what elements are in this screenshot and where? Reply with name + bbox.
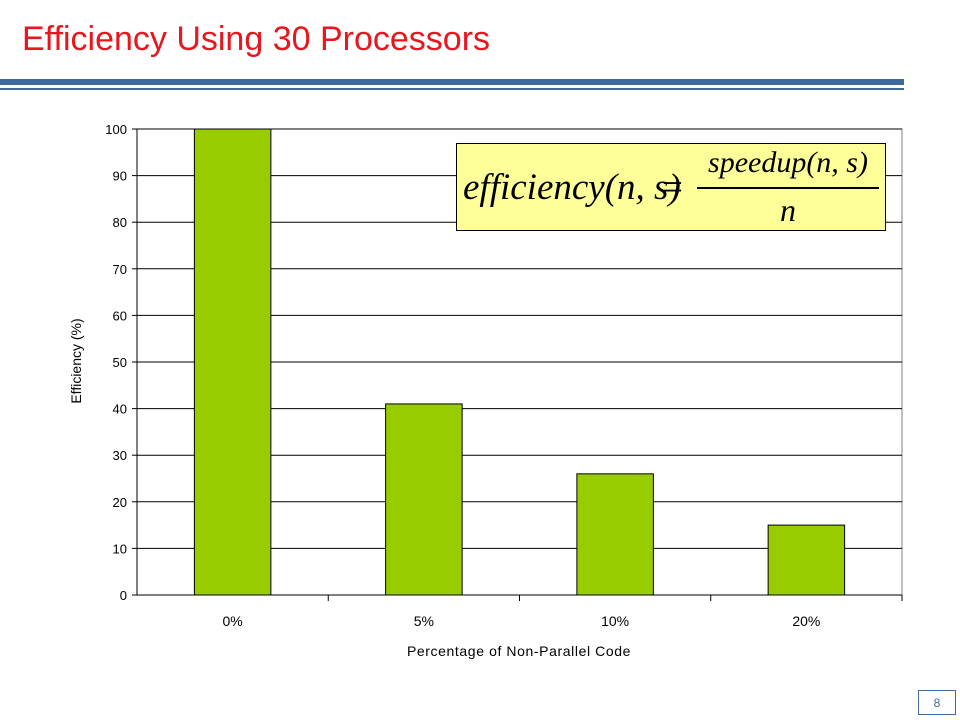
y-tick-label: 80 [113, 215, 127, 230]
y-tick-label: 20 [113, 495, 127, 510]
y-tick-label: 70 [113, 262, 127, 277]
x-tick-label: 0% [223, 613, 243, 629]
y-tick-label: 50 [113, 355, 127, 370]
slide-title: Efficiency Using 30 Processors [22, 20, 491, 58]
y-tick-label: 0 [120, 588, 127, 603]
y-axis-label: Efficiency (%) [68, 318, 84, 403]
formula-numerator: speedup(n, s) [708, 146, 868, 179]
x-tick-label: 20% [792, 613, 820, 629]
x-tick-label: 10% [601, 613, 629, 629]
x-tick-label: 5% [414, 613, 434, 629]
title-underline-thin [0, 88, 904, 90]
y-tick-label: 60 [113, 308, 127, 323]
bar [767, 524, 846, 596]
title-underline [0, 79, 904, 85]
formula-fraction-bar [697, 187, 879, 189]
y-tick-label: 100 [105, 122, 127, 137]
bar [576, 473, 654, 596]
y-tick-label: 10 [113, 541, 127, 556]
x-axis-label: Percentage of Non-Parallel Code [407, 643, 631, 659]
y-tick-label: 40 [113, 402, 127, 417]
page-number: 8 [918, 690, 956, 715]
y-tick-label: 90 [113, 169, 127, 184]
efficiency-formula: efficiency(n, s) = speedup(n, s) n [456, 143, 886, 231]
formula-lhs: efficiency(n, s) [463, 167, 681, 208]
bar [193, 128, 272, 596]
formula-equals: = [662, 167, 683, 208]
bar [385, 403, 463, 596]
formula-denominator: n [780, 192, 796, 228]
y-tick-label: 30 [113, 448, 127, 463]
